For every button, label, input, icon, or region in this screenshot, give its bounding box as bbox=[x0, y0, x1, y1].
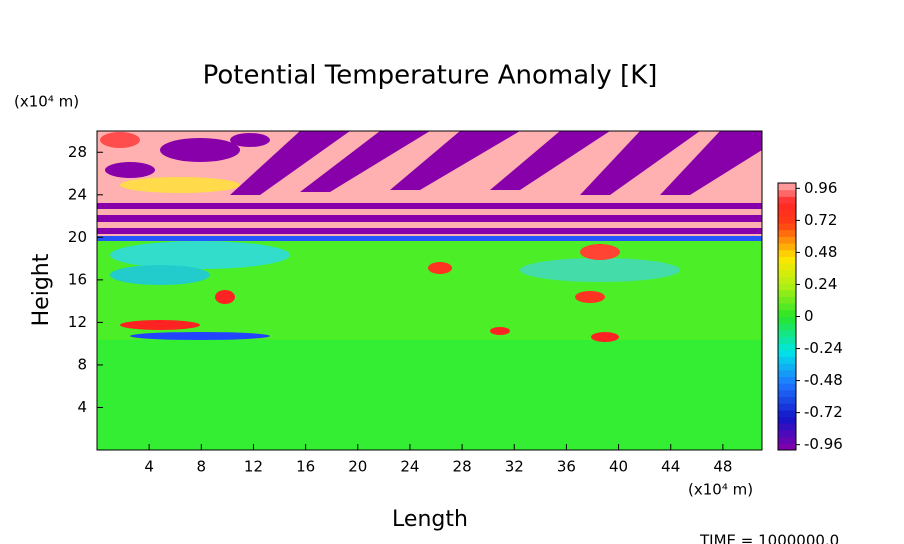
y-tick-label: 28 bbox=[68, 143, 87, 161]
colorbar-step bbox=[778, 429, 796, 438]
colorbar-step bbox=[778, 403, 796, 411]
colorbar bbox=[778, 183, 796, 451]
colorbar-step bbox=[778, 356, 796, 364]
colorbar-step bbox=[778, 203, 796, 211]
colorbar-step bbox=[778, 189, 796, 197]
colorbar-tick-label: 0.96 bbox=[804, 179, 837, 197]
colorbar-step bbox=[778, 443, 796, 451]
colorbar-step bbox=[778, 343, 796, 351]
y-tick-label: 24 bbox=[68, 185, 87, 203]
colorbar-step bbox=[778, 436, 796, 444]
colorbar-tick-label: -0.24 bbox=[804, 339, 843, 357]
y-unit: (x10⁴ m) bbox=[14, 93, 79, 111]
colorbar-step bbox=[778, 196, 796, 204]
y-tick-label: 16 bbox=[68, 270, 87, 288]
colorbar-step bbox=[778, 223, 796, 231]
x-tick-label: 24 bbox=[400, 458, 419, 476]
colorbar-step bbox=[778, 209, 796, 217]
y-tick-label: 8 bbox=[77, 355, 87, 373]
colorbar-step bbox=[778, 389, 796, 398]
y-tick-label: 20 bbox=[68, 228, 87, 246]
chart-title: Potential Temperature Anomaly [K] bbox=[203, 61, 658, 91]
colorbar-step bbox=[778, 183, 796, 191]
colorbar-step bbox=[778, 369, 796, 378]
colorbar-step bbox=[778, 283, 796, 291]
colorbar-step bbox=[778, 396, 796, 404]
footer: TIME = 1000000.0 bbox=[699, 532, 839, 544]
colorbar-step bbox=[778, 303, 796, 311]
colorbar-step bbox=[778, 263, 796, 271]
colorbar-step bbox=[778, 309, 796, 317]
colorbar-step bbox=[778, 423, 796, 431]
colorbar-step bbox=[778, 416, 796, 424]
colorbar-tick-label: -0.96 bbox=[804, 435, 843, 453]
colorbar-step bbox=[778, 256, 796, 264]
colorbar-step bbox=[778, 329, 796, 338]
colorbar-tick-label: 0.72 bbox=[804, 211, 837, 229]
colorbar-step bbox=[778, 276, 796, 284]
x-tick-label: 32 bbox=[505, 458, 524, 476]
colorbar-step bbox=[778, 336, 796, 344]
x-tick-label: 12 bbox=[244, 458, 263, 476]
colorbar-step bbox=[778, 349, 796, 358]
colorbar-tick-label: 0 bbox=[804, 307, 814, 325]
colorbar-step bbox=[778, 376, 796, 384]
field bbox=[97, 131, 762, 450]
x-tick-label: 36 bbox=[557, 458, 576, 476]
colorbar-step bbox=[778, 243, 796, 251]
x-tick-label: 48 bbox=[713, 458, 732, 476]
colorbar-step bbox=[778, 409, 796, 418]
plot-frame bbox=[96, 130, 763, 451]
colorbar-tick-label: -0.72 bbox=[804, 403, 843, 421]
x-tick-label: 44 bbox=[661, 458, 680, 476]
colorbar-step bbox=[778, 323, 796, 331]
colorbar-tick-label: 0.48 bbox=[804, 243, 837, 261]
colorbar-step bbox=[778, 289, 796, 297]
colorbar-step bbox=[778, 216, 796, 224]
y-axis-label: Height bbox=[29, 253, 54, 326]
colorbar-tick-label: 0.24 bbox=[804, 275, 837, 293]
x-tick-label: 8 bbox=[197, 458, 207, 476]
y-tick-label: 4 bbox=[77, 398, 87, 416]
colorbar-step bbox=[778, 296, 796, 304]
colorbar-step bbox=[778, 236, 796, 244]
colorbar-step bbox=[778, 249, 796, 257]
x-tick-label: 28 bbox=[453, 458, 472, 476]
x-unit: (x10⁴ m) bbox=[688, 481, 753, 499]
colorbar-step bbox=[778, 363, 796, 371]
x-tick-label: 40 bbox=[609, 458, 628, 476]
colorbar-step bbox=[778, 269, 796, 277]
colorbar-step bbox=[778, 316, 796, 324]
colorbar-step bbox=[778, 383, 796, 391]
x-tick-label: 16 bbox=[296, 458, 315, 476]
colorbar-tick-label: -0.48 bbox=[804, 371, 843, 389]
y-tick-label: 12 bbox=[68, 313, 87, 331]
x-tick-label: 20 bbox=[348, 458, 367, 476]
x-axis-label: Length bbox=[392, 507, 468, 532]
colorbar-step bbox=[778, 229, 796, 237]
x-tick-label: 4 bbox=[144, 458, 154, 476]
